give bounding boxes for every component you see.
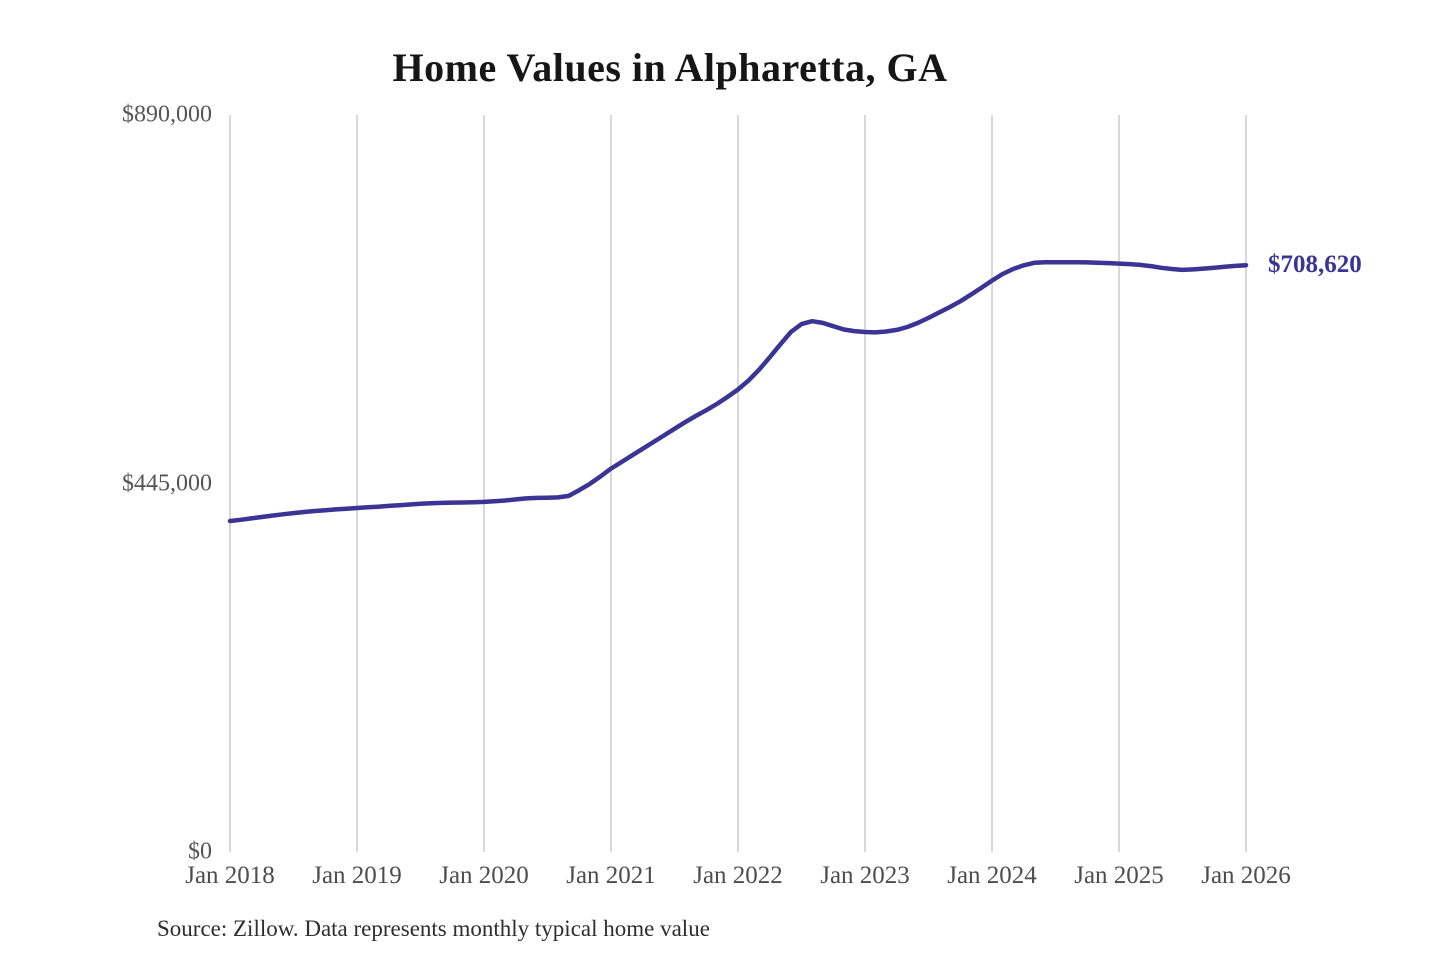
x-axis-tick-label: Jan 2019 — [312, 862, 402, 889]
source-note: Source: Zillow. Data represents monthly … — [157, 916, 710, 941]
x-axis-tick-label: Jan 2025 — [1074, 862, 1164, 889]
x-axis-tick-label: Jan 2021 — [566, 862, 656, 889]
x-axis-tick-label: Jan 2024 — [947, 862, 1037, 889]
x-axis-tick-label: Jan 2022 — [693, 862, 783, 889]
x-axis-tick-label: Jan 2020 — [439, 862, 529, 889]
y-axis-tick-label: $890,000 — [122, 101, 212, 128]
chart-title: Home Values in Alpharetta, GA — [392, 45, 948, 90]
y-axis-tick-label: $445,000 — [122, 470, 212, 496]
x-axis-tick-label: Jan 2023 — [820, 862, 910, 889]
end-value-label: $708,620 — [1268, 251, 1362, 279]
x-axis-tick-label: Jan 2026 — [1201, 862, 1291, 889]
y-axis-tick-label: $0 — [188, 838, 212, 865]
home-value-line — [227, 259, 1249, 524]
x-axis-tick-label: Jan 2018 — [185, 862, 275, 889]
